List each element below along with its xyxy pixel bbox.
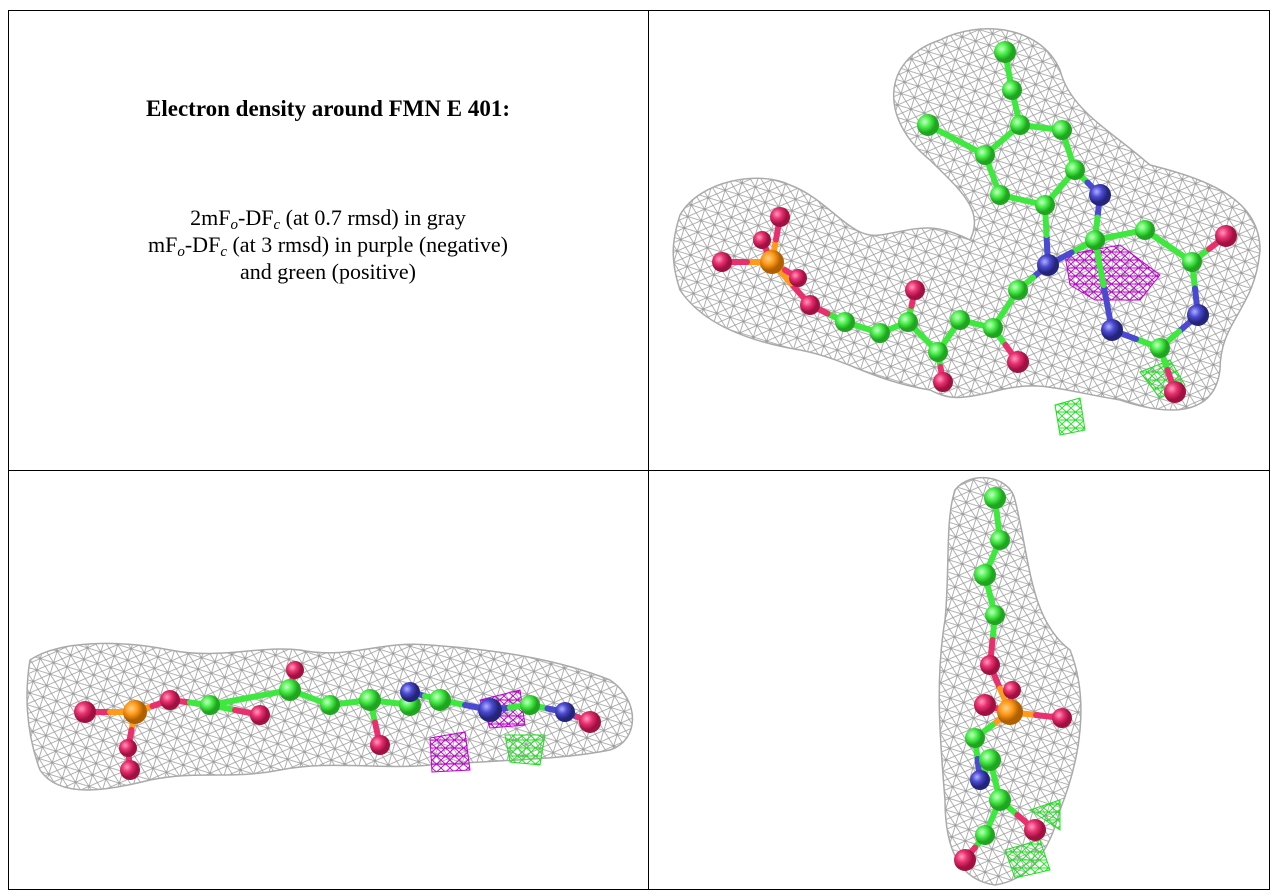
atom [1003,681,1021,699]
atom [997,699,1023,725]
atom [320,695,340,715]
atom [789,269,807,287]
page: Electron density around FMN E 401: 2mFo-… [0,0,1276,896]
atom [979,749,1001,771]
cell-heading: Electron density around FMN E 401: [10,96,646,122]
atom [119,739,137,757]
atom [1052,708,1072,728]
atom [983,318,1003,338]
atom [760,250,784,274]
atom [1035,195,1055,215]
atom [1089,184,1111,206]
legend-line: mFo-DFc (at 3 rmsd) in purple (negative) [10,231,646,258]
atom [905,280,925,300]
atom [712,252,732,272]
atom [579,711,601,733]
atom [770,207,790,227]
atom [933,372,953,392]
density-mesh [673,29,1260,410]
atom [753,231,771,249]
cell-description: 2mFo-DFc (at 0.7 rmsd) in gray mFo-DFc (… [10,204,646,285]
atom [400,682,420,702]
atom [160,690,180,710]
atom [975,145,995,165]
subscript: c [220,244,227,260]
atom [1164,381,1186,403]
atom [1101,319,1123,341]
atom [984,487,1006,509]
atom [990,530,1010,550]
atom [954,849,976,871]
atom [1008,280,1028,300]
atom [250,705,270,725]
atom [898,312,918,332]
atom [1135,220,1155,240]
density-mesh [27,643,632,790]
atom [975,825,995,845]
atom [1065,160,1085,180]
atom [1150,338,1170,358]
atom [950,310,970,330]
atom [286,661,304,679]
atom [123,700,147,724]
atom [370,735,390,755]
atom [279,679,301,701]
subscript: o [177,244,185,260]
atom [1215,225,1237,247]
atom [120,760,140,780]
atom [985,605,1005,625]
atom [835,312,855,332]
atom [965,728,985,748]
atom [520,695,540,715]
atom [989,789,1011,811]
atom [1002,80,1022,100]
text: mF [148,232,177,257]
atom [200,695,220,715]
legend-line: and green (positive) [10,258,646,285]
atom [555,702,575,722]
text: -DF [185,232,220,257]
atom [994,41,1016,63]
atom [1007,351,1029,373]
atom [74,701,96,723]
atom [974,694,996,716]
atom [1024,819,1046,841]
atom [1182,252,1202,272]
atom [970,770,990,790]
text: (at 3 rmsd) in purple (negative) [227,232,508,257]
atom [429,689,451,711]
atom [478,698,502,722]
legend-line: 2mFo-DFc (at 0.7 rmsd) in gray [10,204,646,231]
atom [1187,304,1209,326]
text: (at 0.7 rmsd) in gray [280,205,466,230]
atom [359,689,381,711]
atom [870,323,890,343]
atom [1010,115,1030,135]
atom [928,342,948,362]
atom [980,655,1000,675]
text: 2mF [190,205,230,230]
atom [1085,230,1105,250]
atom [1037,254,1059,276]
figure-table [0,0,1276,896]
atom [917,114,939,136]
atom [800,295,820,315]
atom [974,564,996,586]
atom [1052,120,1072,140]
text: -DF [238,205,273,230]
atom [990,185,1010,205]
